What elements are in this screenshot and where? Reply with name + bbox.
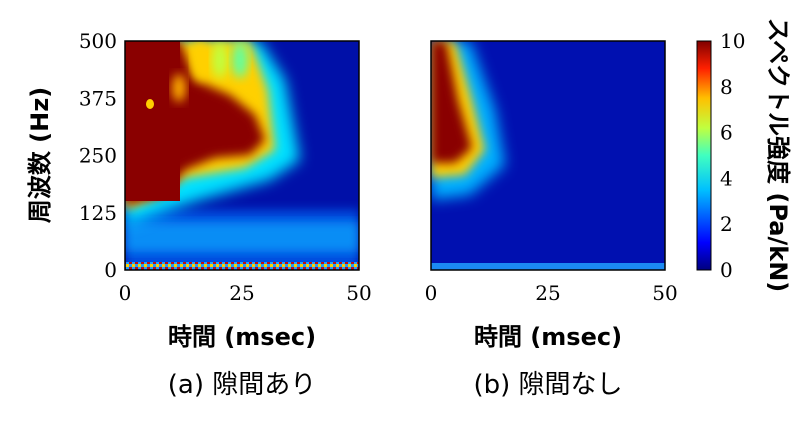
heatmap-a-blob-5	[146, 99, 154, 109]
heatmap-a-blob-2	[192, 41, 208, 80]
heatmap-panel-b	[430, 40, 666, 271]
colorbar-tick-label-4: 8	[720, 75, 733, 99]
y-tick-label-a-1: 125	[79, 201, 117, 225]
heatmap-a-cyan-band	[125, 222, 359, 252]
y-tick-label-a-2: 250	[79, 144, 117, 168]
x-tick-label-b-1: 25	[535, 281, 560, 305]
heatmap-a-bottom-noise	[125, 262, 359, 270]
x-tick-label-a-0: 0	[119, 281, 132, 305]
y-tick-label-a-4: 500	[79, 29, 117, 53]
heatmap-b-saturated-lobe	[431, 41, 472, 163]
x-axis-title-b: 時間 (msec)	[474, 323, 622, 351]
heatmap-panel-a	[124, 40, 360, 271]
heatmap-a-saturated-core	[125, 41, 180, 201]
panel-caption-b: (b) 隙間なし	[473, 370, 622, 400]
x-tick-label-a-2: 50	[346, 281, 371, 305]
heatmap-a-blob-4	[232, 42, 248, 78]
panel-caption-a: (a) 隙間あり	[168, 370, 317, 400]
colorbar-tick-label-3: 6	[720, 121, 733, 145]
colorbar-tick-label-1: 2	[720, 212, 733, 236]
x-tick-label-b-2: 50	[652, 281, 677, 305]
y-axis-title-a: 周波数 (Hz)	[26, 87, 54, 223]
heatmap-b-bottom-band	[431, 263, 665, 270]
y-tick-label-a-3: 375	[79, 86, 117, 110]
colorbar-tick-label-5: 10	[720, 29, 745, 53]
colorbar	[696, 40, 712, 271]
colorbar-gradient	[696, 40, 712, 271]
x-tick-label-b-0: 0	[425, 281, 438, 305]
heatmap-a-blob-3	[212, 42, 228, 78]
heatmap-a-blob-1	[172, 74, 186, 102]
y-tick-label-a-0: 0	[104, 258, 117, 282]
colorbar-tick-label-2: 4	[720, 166, 733, 190]
colorbar-tick-label-0: 0	[720, 258, 733, 282]
x-tick-label-a-1: 25	[229, 281, 254, 305]
x-axis-title-a: 時間 (msec)	[168, 323, 316, 351]
colorbar-title: スペクトル強度 (Pa/kN)	[764, 18, 792, 293]
